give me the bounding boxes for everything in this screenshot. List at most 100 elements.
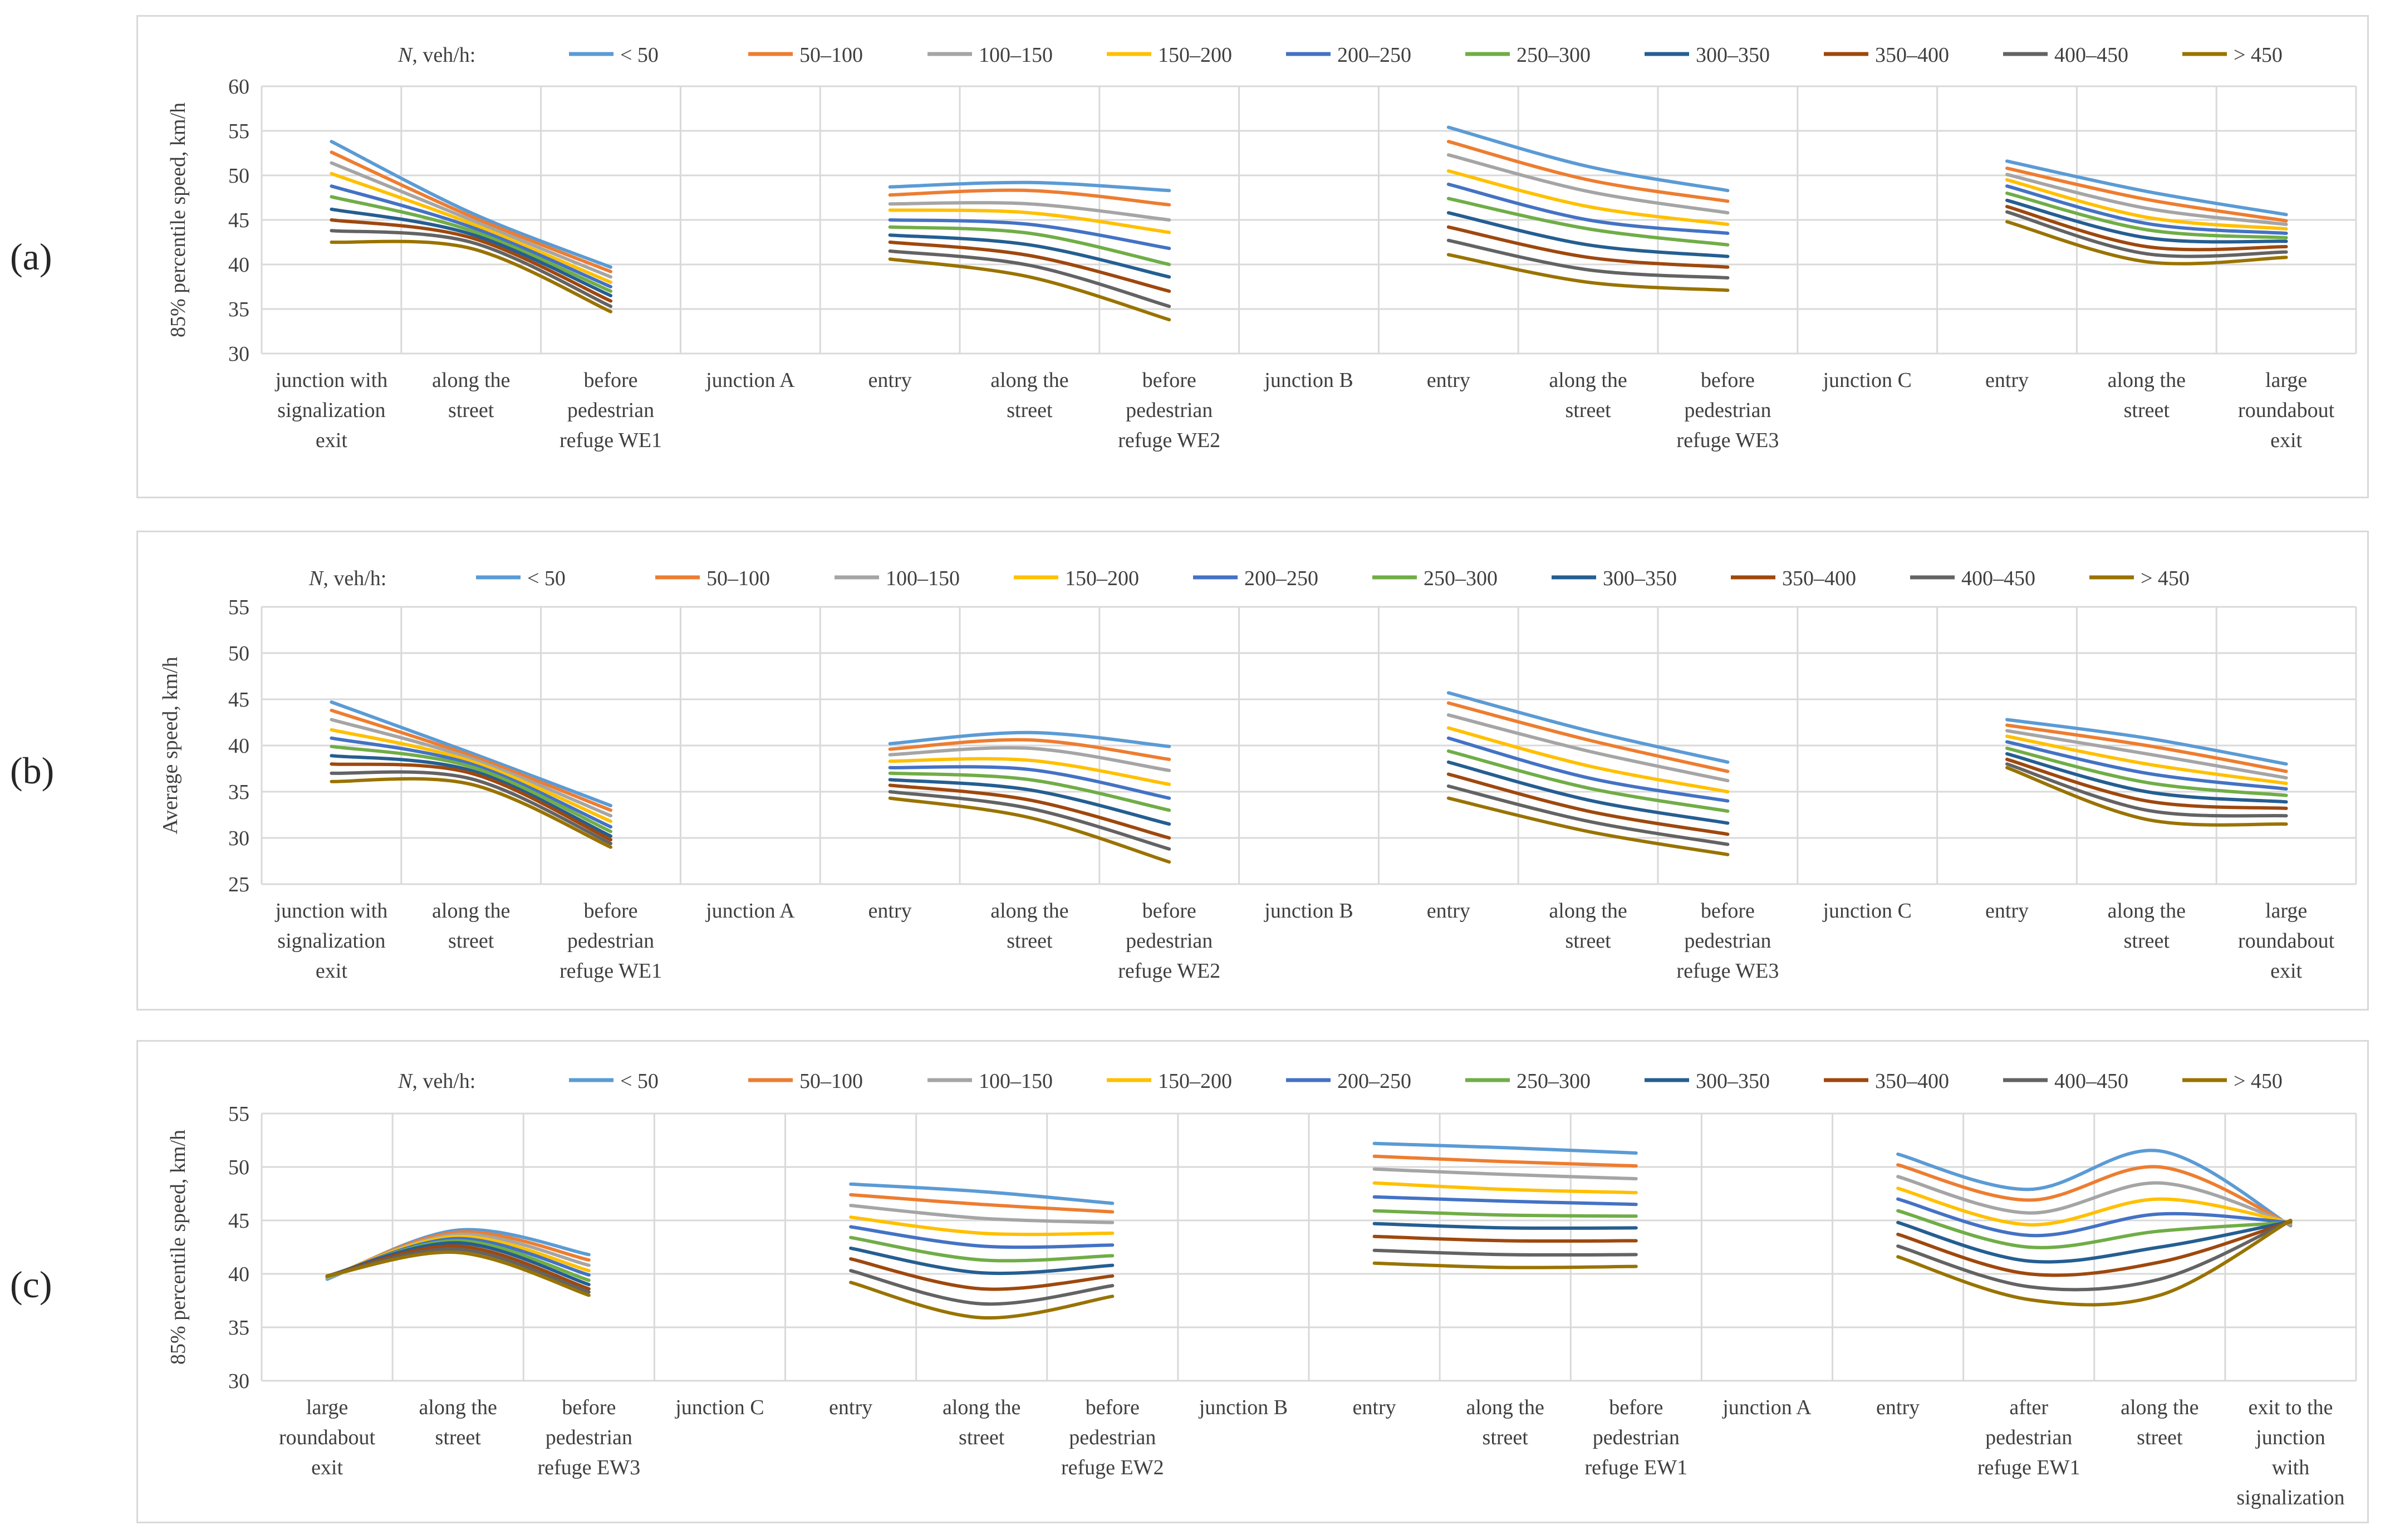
series-line-3 [849,1204,1115,1224]
x-tick-label: along the street [990,899,1068,953]
series-line-1 [849,1182,1115,1205]
series-line-6 [1446,749,1730,813]
series-line-3 [888,746,1171,772]
x-tick-label: junction A [1721,1396,1812,1419]
x-tick-label: entry [1876,1396,1920,1419]
series-line-8 [888,241,1171,293]
series-line-8 [2005,205,2288,252]
x-tick-label: along the street [943,1396,1020,1449]
series-line-4 [1446,726,1730,793]
legend-entry: > 450 [2234,1070,2283,1093]
panel-label-b: (b) [10,749,55,792]
x-tick-label: along the street [432,369,510,422]
series-line-7 [888,233,1171,279]
series-line-1 [888,730,1171,748]
series-line-8 [849,1257,1115,1291]
legend-entry: < 50 [527,567,566,590]
y-tick-label: 25 [228,873,249,896]
series-line-9 [1446,238,1730,279]
series-line-7 [330,754,612,838]
x-tick-label: along the street [1466,1396,1544,1449]
y-axis-label: 85% percentile speed, km/h [166,1130,190,1365]
series-line-1 [1446,125,1730,193]
series-line-5 [2005,184,2288,235]
legend-entry: 350–400 [1875,1070,1949,1093]
series-line-1 [2005,718,2288,766]
x-tick-label: junction C [1822,369,1912,392]
x-tick-label: exit to the junction with signalization [2236,1396,2344,1509]
legend-entry: 100–150 [979,43,1053,67]
series-line-1 [1372,1141,1638,1155]
y-tick-label: 30 [228,342,249,366]
y-axis-label: Average speed, km/h [159,656,182,834]
x-tick-label: before pedestrian refuge EW3 [538,1396,641,1479]
x-tick-label: entry [1427,369,1470,392]
series-line-6 [888,771,1171,812]
legend-entry: > 450 [2141,567,2190,590]
legend-entry: 300–350 [1603,567,1677,590]
series-line-7 [1446,760,1730,825]
series-line-9 [1896,1219,2293,1292]
series-line-8 [1446,225,1730,269]
legend-entry: 50–100 [706,567,770,590]
series-line-7 [1372,1222,1638,1230]
series-line-5 [888,765,1171,800]
y-tick-label: 45 [228,1209,249,1233]
series-line-10 [330,777,612,849]
series-line-9 [330,229,612,308]
series-line-2 [1372,1154,1638,1168]
series-line-2 [1446,140,1730,203]
legend-entry: 400–450 [2054,43,2128,67]
x-tick-label: entry [1985,899,2029,923]
x-tick-label: along the street [1549,899,1627,953]
x-tick-label: along the street [2108,369,2186,422]
series-line-9 [1446,784,1730,846]
y-axis-label: 85% percentile speed, km/h [166,102,190,337]
series-line-9 [888,790,1171,851]
x-tick-label: before pedestrian refuge WE1 [560,899,662,983]
y-tick-label: 35 [228,298,249,321]
series-line-3 [888,201,1171,222]
series-line-5 [330,184,612,288]
y-tick-label: 40 [228,734,249,758]
legend-entry: < 50 [620,1070,659,1093]
series-line-9 [1372,1248,1638,1257]
legend-title: N, veh/h: [308,567,386,590]
series-line-8 [1372,1234,1638,1243]
series-line-6 [2005,747,2288,797]
series-line-2 [2005,723,2288,773]
series-line-7 [2005,198,2288,244]
series-line-7 [849,1246,1115,1276]
legend-entry: 100–150 [979,1070,1053,1093]
y-tick-label: 35 [228,1316,249,1340]
series-line-8 [330,762,612,842]
series-line-7 [1896,1219,2293,1264]
legend-entry: 350–400 [1782,567,1856,590]
series-line-2 [888,188,1171,207]
panel-label-a: (a) [10,236,52,278]
series-line-7 [1446,211,1730,258]
y-tick-label: 50 [228,164,249,188]
series-line-7 [330,207,612,297]
legend-title: N, veh/h: [398,43,475,67]
series-line-4 [2005,734,2288,786]
series-line-10 [1446,796,1730,856]
series-line-8 [888,783,1171,840]
chart-a: 30 35 40 45 50 55 60 junction with signalization… [166,43,2357,452]
series-line-1 [1896,1149,2293,1228]
series-line-5 [2005,740,2288,791]
series-line-2 [1446,701,1730,773]
x-tick-label: entry [829,1396,872,1419]
y-tick-label: 45 [228,209,249,232]
legend-entry: 300–350 [1696,1070,1770,1093]
series-line-10 [2005,220,2288,266]
series-line-8 [2005,757,2288,810]
series-line-9 [2005,210,2288,258]
series-line-8 [1446,772,1730,836]
series-line-9 [2005,762,2288,818]
y-tick-label: 35 [228,781,249,804]
y-tick-label: 40 [228,253,249,277]
legend-entry: 300–350 [1696,43,1770,67]
series-line-10 [325,1250,591,1297]
